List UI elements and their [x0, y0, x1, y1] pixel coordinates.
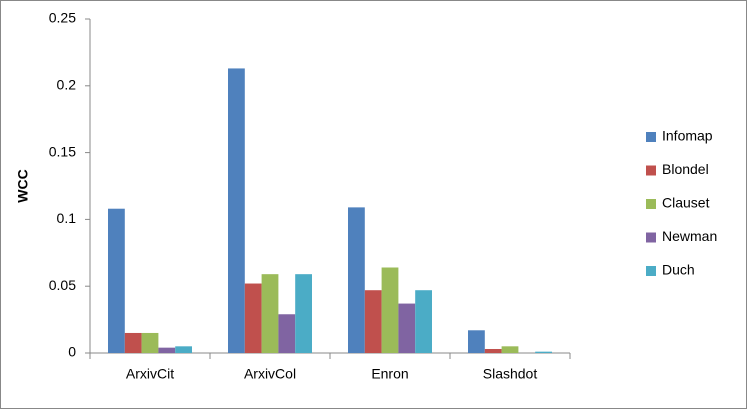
bar: [261, 274, 279, 353]
bar: [501, 346, 519, 353]
y-tick-label: 0.15: [49, 143, 76, 159]
bar: [364, 290, 382, 353]
bar: [348, 207, 365, 353]
legend-swatch: [646, 199, 656, 209]
bar: [535, 351, 552, 353]
legend-label: Blondel: [662, 161, 709, 177]
legend-swatch: [646, 266, 656, 276]
y-tick-label: 0: [68, 344, 76, 360]
y-tick-label: 0.2: [57, 77, 77, 93]
y-tick-label: 0.05: [49, 277, 76, 293]
legend-label: Duch: [662, 262, 695, 278]
x-tick-label: ArxivCol: [244, 366, 296, 382]
legend-label: Newman: [662, 228, 717, 244]
x-tick-label: Enron: [371, 366, 408, 382]
legend-label: Infomap: [662, 128, 713, 144]
bar: [244, 283, 262, 353]
bar: [124, 332, 142, 353]
x-tick-label: ArxivCit: [126, 366, 174, 382]
bar: [278, 314, 296, 353]
bar: [484, 348, 502, 353]
legend-swatch: [646, 232, 656, 243]
bar: [141, 332, 159, 353]
bar: [295, 274, 312, 353]
x-tick-label: Slashdot: [483, 366, 538, 382]
bar: [415, 290, 432, 353]
bar: [158, 347, 176, 353]
legend-swatch: [646, 165, 656, 176]
bar: [175, 346, 192, 353]
bar: [108, 208, 125, 353]
y-axis-label: WCC: [15, 169, 31, 202]
bar: [228, 68, 245, 353]
y-tick-label: 0.1: [57, 210, 77, 226]
legend-label: Clauset: [662, 195, 710, 211]
bar: [468, 330, 485, 353]
legend-swatch: [646, 132, 656, 142]
bar: [381, 267, 399, 353]
y-tick-label: 0.25: [49, 10, 76, 26]
bar: [398, 303, 416, 353]
